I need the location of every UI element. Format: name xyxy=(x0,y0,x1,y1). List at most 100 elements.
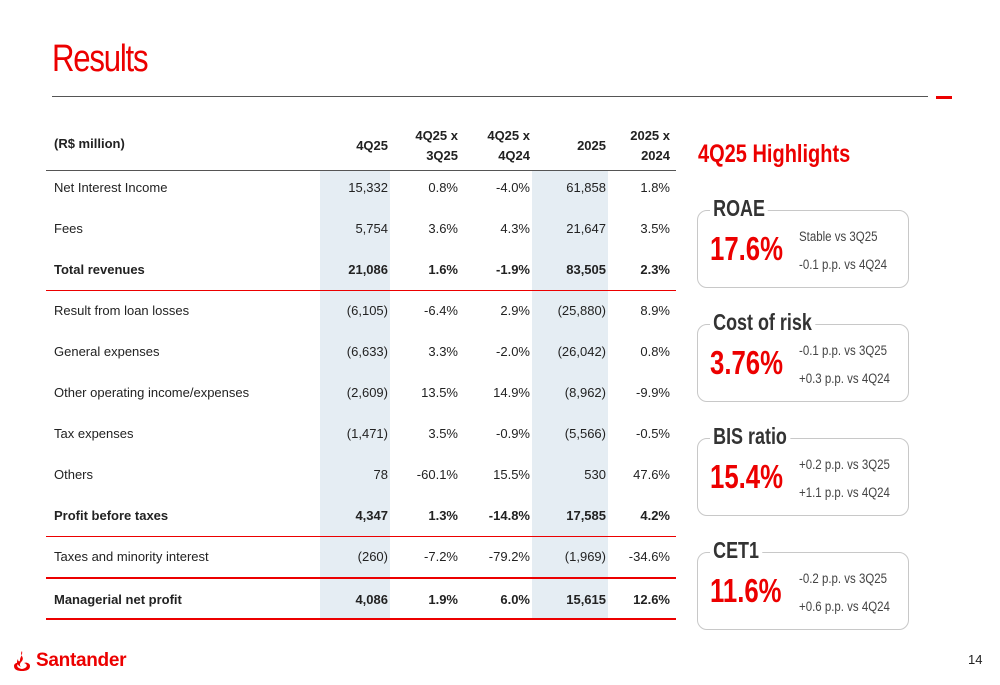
card-value: 11.6% xyxy=(710,572,782,609)
cell-annual-change: 3.5% xyxy=(640,221,670,236)
highlights-title: 4Q25 Highlights xyxy=(698,140,851,168)
card-value: 15.4% xyxy=(710,458,783,495)
table-row-total-revenues: Total revenues 21,086 1.6% -1.9% 83,505 … xyxy=(46,249,676,290)
cell-4q25: (260) xyxy=(357,549,388,564)
cell-yoy: -2.0% xyxy=(496,344,530,359)
cell-qoq: 3.6% xyxy=(428,221,458,236)
cell-2025: (5,566) xyxy=(564,426,606,441)
cell-annual-change: 4.2% xyxy=(640,508,670,523)
cell-4q25: 4,086 xyxy=(355,592,388,607)
title-accent-dash xyxy=(936,96,952,99)
table-header: (R$ million) 4Q25 4Q25 x 3Q25 4Q25 x 4Q2… xyxy=(46,116,676,170)
cell-annual-change: -0.5% xyxy=(636,426,670,441)
header-4q25: 4Q25 xyxy=(356,138,388,153)
header-label: (R$ million) xyxy=(54,136,125,151)
cell-qoq: 13.5% xyxy=(421,385,458,400)
page-title: Results xyxy=(52,38,149,80)
card-note-qoq: -0.1 p.p. vs 3Q25 xyxy=(799,343,888,358)
cell-annual-change: 2.3% xyxy=(640,262,670,277)
table-row: Net Interest Income 15,332 0.8% -4.0% 61… xyxy=(46,167,676,208)
cell-annual-change: -9.9% xyxy=(636,385,670,400)
card-value: 17.6% xyxy=(710,230,783,267)
cell-qoq: -60.1% xyxy=(416,467,458,482)
table-row: Other operating income/expenses (2,609) … xyxy=(46,372,676,413)
cell-yoy: -4.0% xyxy=(496,180,530,195)
card-label: ROAE xyxy=(710,195,769,222)
cell-yoy: -1.9% xyxy=(496,262,530,277)
header-4q25-vs-4q24-line2: 4Q24 xyxy=(498,148,530,163)
row-label: Net Interest Income xyxy=(54,180,168,195)
cell-yoy: 2.9% xyxy=(500,303,530,318)
highlight-card-cost-of-risk: Cost of risk 3.76% -0.1 p.p. vs 3Q25 +0.… xyxy=(697,309,909,402)
table-bottom-rule xyxy=(46,618,676,620)
section-divider xyxy=(46,290,676,291)
row-label: Total revenues xyxy=(54,262,145,277)
row-label: Others xyxy=(54,467,94,482)
header-divider xyxy=(46,170,676,171)
table-row-managerial-net-profit: Managerial net profit 4,086 1.9% 6.0% 15… xyxy=(46,579,676,620)
card-label: BIS ratio xyxy=(710,423,791,450)
header-4q25-vs-4q24: 4Q25 x 4Q24 xyxy=(487,126,530,166)
cell-2025: (1,969) xyxy=(564,549,606,564)
row-label: Tax expenses xyxy=(54,426,134,441)
row-label: Fees xyxy=(54,221,83,236)
row-label: General expenses xyxy=(54,344,160,359)
table-row: Result from loan losses (6,105) -6.4% 2.… xyxy=(46,290,676,331)
cell-4q25: 15,332 xyxy=(348,180,388,195)
cell-yoy: 6.0% xyxy=(500,592,530,607)
cell-4q25: (2,609) xyxy=(346,385,388,400)
card-note-yoy: +0.3 p.p. vs 4Q24 xyxy=(799,371,890,386)
cell-2025: 17,585 xyxy=(566,508,606,523)
table-row: Taxes and minority interest (260) -7.2% … xyxy=(46,536,676,577)
cell-yoy: -79.2% xyxy=(488,549,530,564)
row-label: Managerial net profit xyxy=(54,592,182,607)
cell-2025: (25,880) xyxy=(557,303,606,318)
header-4q25-vs-3q25: 4Q25 x 3Q25 xyxy=(415,126,458,166)
header-2025-vs-2024: 2025 x 2024 xyxy=(630,126,670,166)
table-row: Others 78 -60.1% 15.5% 530 47.6% xyxy=(46,454,676,495)
cell-qoq: 3.3% xyxy=(428,344,458,359)
highlight-card-bis-ratio: BIS ratio 15.4% +0.2 p.p. vs 3Q25 +1.1 p… xyxy=(697,423,909,516)
flame-icon xyxy=(14,651,30,671)
cell-yoy: -0.9% xyxy=(496,426,530,441)
card-label: Cost of risk xyxy=(710,309,815,336)
cell-qoq: 0.8% xyxy=(428,180,458,195)
cell-4q25: (6,633) xyxy=(346,344,388,359)
cell-yoy: -14.8% xyxy=(488,508,530,523)
card-note-yoy: +0.6 p.p. vs 4Q24 xyxy=(799,599,890,614)
cell-qoq: 3.5% xyxy=(428,426,458,441)
cell-annual-change: -34.6% xyxy=(628,549,670,564)
cell-qoq: 1.9% xyxy=(428,592,458,607)
section-divider xyxy=(46,536,676,537)
cell-4q25: (6,105) xyxy=(346,303,388,318)
brand-name: Santander xyxy=(36,650,127,671)
cell-4q25: 21,086 xyxy=(348,262,388,277)
cell-4q25: (1,471) xyxy=(346,426,388,441)
cell-4q25: 5,754 xyxy=(355,221,388,236)
card-note-qoq: +0.2 p.p. vs 3Q25 xyxy=(799,457,890,472)
row-label: Taxes and minority interest xyxy=(54,549,209,564)
cell-qoq: -6.4% xyxy=(424,303,458,318)
header-4q25-vs-3q25-line2: 3Q25 xyxy=(426,148,458,163)
header-4q25-vs-3q25-line1: 4Q25 x xyxy=(415,128,458,143)
header-2025-vs-2024-line2: 2024 xyxy=(641,148,670,163)
row-label: Other operating income/expenses xyxy=(54,385,250,400)
cell-2025: (8,962) xyxy=(564,385,606,400)
cell-qoq: 1.6% xyxy=(428,262,458,277)
table-row: Tax expenses (1,471) 3.5% -0.9% (5,566) … xyxy=(46,413,676,454)
card-note-yoy: -0.1 p.p. vs 4Q24 xyxy=(799,257,888,272)
cell-yoy: 4.3% xyxy=(500,221,530,236)
row-label: Result from loan losses xyxy=(54,303,190,318)
column-highlight-2025 xyxy=(532,170,608,620)
cell-annual-change: 8.9% xyxy=(640,303,670,318)
cell-annual-change: 1.8% xyxy=(640,180,670,195)
cell-yoy: 14.9% xyxy=(493,385,530,400)
cell-yoy: 15.5% xyxy=(493,467,530,482)
cell-2025: 15,615 xyxy=(566,592,606,607)
cell-annual-change: 47.6% xyxy=(633,467,670,482)
cell-2025: 530 xyxy=(584,467,606,482)
title-divider xyxy=(52,96,928,97)
row-label: Profit before taxes xyxy=(54,508,169,523)
table-row: General expenses (6,633) 3.3% -2.0% (26,… xyxy=(46,331,676,372)
section-divider xyxy=(46,577,676,579)
